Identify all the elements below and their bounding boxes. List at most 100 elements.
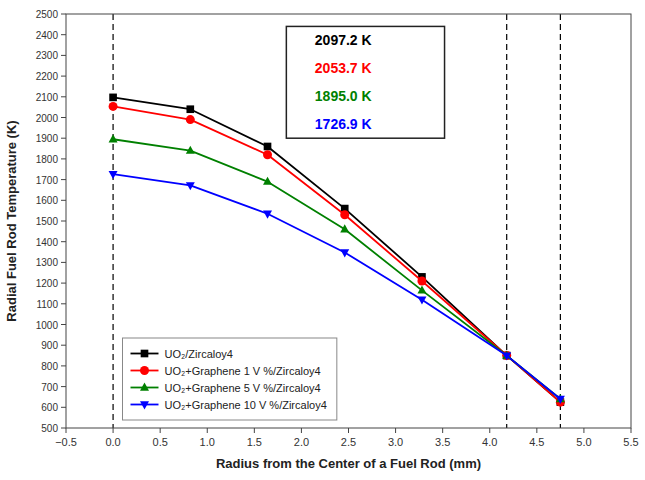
x-tick-label: −0.5 bbox=[55, 436, 77, 448]
point bbox=[186, 115, 195, 124]
y-tick bbox=[61, 241, 66, 242]
vertical-line bbox=[560, 14, 561, 428]
chart: −0.5 0.0 0.5 1.0 1.5 2.0 2.5 3.0 3.5 4.0 4.5 5.0 5.5… bbox=[0, 0, 645, 480]
x-tick bbox=[395, 428, 396, 433]
y-tick-label: 2300 bbox=[36, 50, 59, 61]
x-tick-label: 3.5 bbox=[435, 436, 450, 448]
x-tick bbox=[348, 428, 349, 433]
y-tick-label: 900 bbox=[41, 340, 58, 351]
x-tick-label: 5.0 bbox=[576, 436, 591, 448]
x-tick-label: 0.5 bbox=[153, 436, 168, 448]
x-axis-label: Radius from the Center of a Fuel Rod (mm… bbox=[216, 456, 481, 471]
y-tick bbox=[61, 117, 66, 118]
point bbox=[109, 134, 118, 142]
x-tick-label: 1.0 bbox=[200, 436, 215, 448]
y-tick bbox=[61, 428, 66, 429]
vertical-line bbox=[506, 14, 507, 428]
y-tick bbox=[61, 283, 66, 284]
annotation: 1726.9 K bbox=[315, 116, 372, 132]
y-tick-label: 1600 bbox=[36, 195, 59, 206]
plot-area bbox=[109, 14, 565, 428]
x-tick bbox=[631, 428, 632, 433]
y-tick bbox=[61, 262, 66, 263]
y-tick-label: 500 bbox=[41, 423, 58, 434]
legend-label: UO₂+Graphene 1 V %/Zircaloy4 bbox=[165, 365, 321, 377]
legend-marker bbox=[140, 401, 149, 409]
point bbox=[556, 396, 565, 404]
y-tick bbox=[61, 365, 66, 366]
y-tick bbox=[61, 221, 66, 222]
x-tick bbox=[254, 428, 255, 433]
y-tick bbox=[61, 14, 66, 15]
y-tick bbox=[61, 158, 66, 159]
x-tick bbox=[489, 428, 490, 433]
y-tick-label: 1300 bbox=[36, 257, 59, 268]
y-tick-label: 1800 bbox=[36, 154, 59, 165]
x-tick bbox=[160, 428, 161, 433]
legend-marker bbox=[140, 366, 149, 375]
y-tick-label: 2100 bbox=[36, 92, 59, 103]
y-tick-label: 1100 bbox=[36, 299, 58, 310]
annotation: 2097.2 K bbox=[315, 32, 372, 48]
y-tick-label: 1500 bbox=[36, 216, 59, 227]
x-tick-label: 2.5 bbox=[341, 436, 356, 448]
point bbox=[417, 285, 426, 293]
x-tick-label: 5.5 bbox=[623, 436, 638, 448]
point bbox=[417, 297, 426, 305]
y-tick-label: 1000 bbox=[36, 320, 59, 331]
point bbox=[340, 249, 349, 257]
y-tick-label: 1400 bbox=[36, 237, 59, 248]
annotation: 1895.0 K bbox=[315, 88, 372, 104]
x-tick-label: 4.0 bbox=[482, 436, 497, 448]
y-tick bbox=[61, 200, 66, 201]
y-tick bbox=[61, 179, 66, 180]
y-tick bbox=[61, 407, 66, 408]
legend-label: UO₂+Graphene 10 V %/Zircaloy4 bbox=[165, 399, 327, 411]
point bbox=[263, 211, 272, 219]
y-tick bbox=[61, 138, 66, 139]
legend-box bbox=[123, 338, 337, 420]
axes: −0.5 0.0 0.5 1.0 1.5 2.0 2.5 3.0 3.5 4.0 4.5 5.0 5.5… bbox=[36, 9, 639, 448]
point bbox=[340, 210, 349, 219]
y-tick bbox=[61, 96, 66, 97]
y-tick bbox=[61, 55, 66, 56]
point bbox=[186, 146, 195, 154]
y-tick bbox=[61, 345, 66, 346]
plot-frame bbox=[66, 14, 631, 428]
legend-label: UO₂+Graphene 5 V %/Zircaloy4 bbox=[165, 382, 321, 394]
y-tick bbox=[61, 34, 66, 35]
y-tick-label: 1900 bbox=[36, 133, 59, 144]
point bbox=[186, 105, 194, 113]
background bbox=[0, 0, 645, 480]
x-tick-label: 2.0 bbox=[294, 436, 309, 448]
legend: UO₂/Zircaloy4UO₂+Graphene 1 V %/Zircaloy… bbox=[123, 338, 337, 420]
y-tick-label: 2200 bbox=[36, 71, 59, 82]
y-tick-label: 2400 bbox=[36, 30, 59, 41]
annotation-box: 2097.2 K 2053.7 K 1895.0 K 1726.9 K bbox=[286, 26, 444, 138]
x-tick bbox=[442, 428, 443, 433]
y-tick-label: 2500 bbox=[36, 9, 59, 20]
y-tick-label: 1200 bbox=[36, 278, 59, 289]
annotation-frame bbox=[286, 26, 444, 138]
x-tick-label: 3.0 bbox=[388, 436, 403, 448]
y-tick-label: 2000 bbox=[36, 113, 59, 124]
x-tick bbox=[301, 428, 302, 433]
x-tick-label: 4.5 bbox=[529, 436, 544, 448]
vertical-line bbox=[112, 14, 113, 428]
point bbox=[109, 94, 117, 102]
y-tick bbox=[61, 386, 66, 387]
x-tick-label: 0.0 bbox=[105, 436, 120, 448]
annotation: 2053.7 K bbox=[315, 60, 372, 76]
y-tick-label: 700 bbox=[41, 382, 58, 393]
y-tick-label: 800 bbox=[41, 361, 58, 372]
x-tick bbox=[113, 428, 114, 433]
point bbox=[502, 352, 511, 360]
x-tick bbox=[536, 428, 537, 433]
point bbox=[340, 224, 349, 232]
point bbox=[417, 277, 426, 286]
legend-marker bbox=[140, 383, 149, 391]
y-tick bbox=[61, 303, 66, 304]
y-tick bbox=[61, 324, 66, 325]
point bbox=[263, 177, 272, 185]
x-tick-label: 1.5 bbox=[247, 436, 262, 448]
